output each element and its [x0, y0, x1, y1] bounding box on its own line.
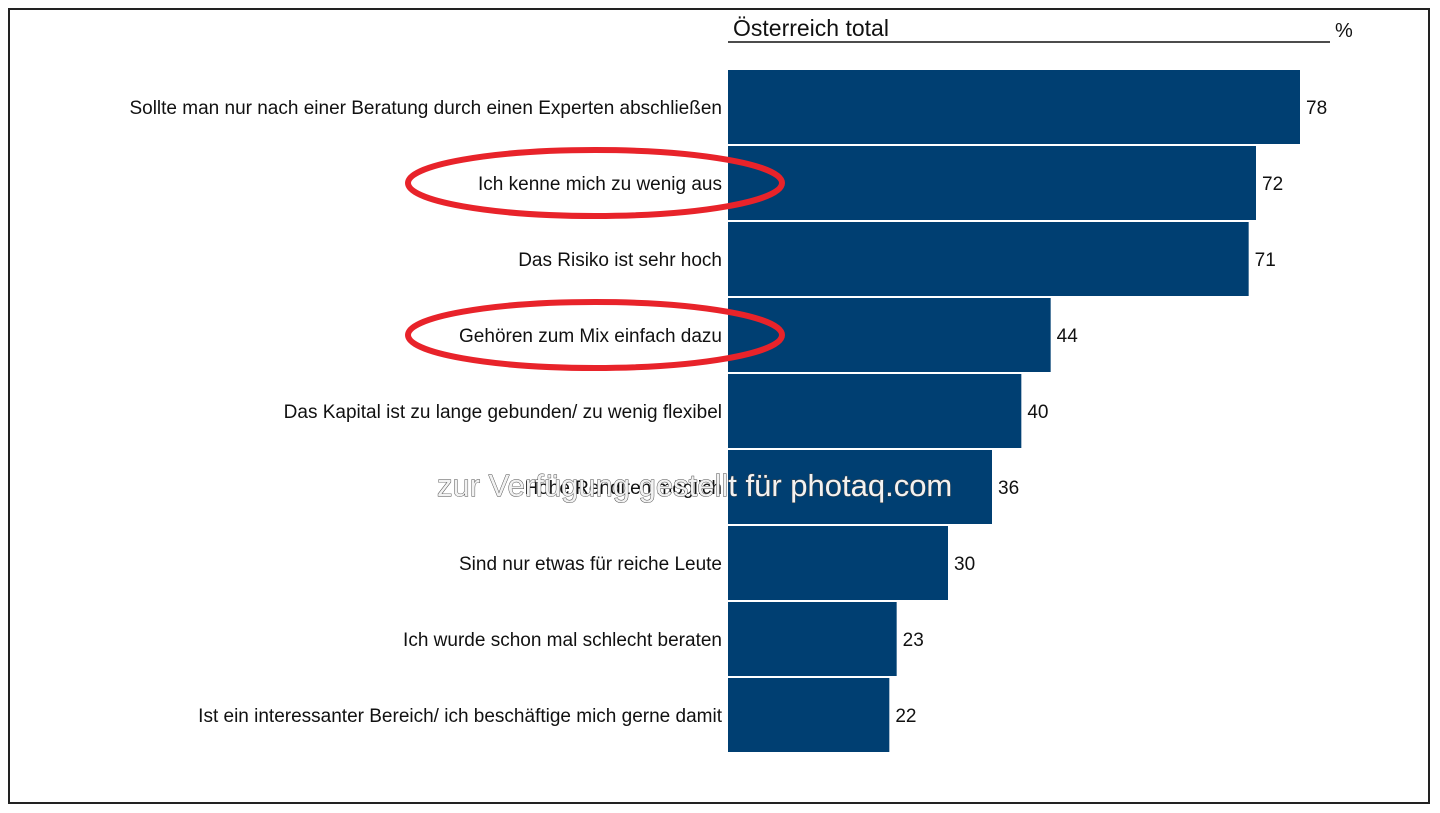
- bar-2: [728, 146, 1256, 220]
- value-label-6: 36: [998, 478, 1019, 499]
- value-label-7: 30: [954, 554, 975, 575]
- category-label-8: Ich wurde schon mal schlecht beraten: [403, 630, 722, 651]
- category-label-6: Hohe Renditen möglich: [524, 478, 722, 499]
- bar-3: [728, 222, 1249, 296]
- bars: [728, 70, 1300, 752]
- value-label-8: 23: [903, 630, 924, 651]
- bar-9: [728, 678, 890, 752]
- value-label-5: 40: [1027, 402, 1048, 423]
- bar-4: [728, 298, 1051, 372]
- category-label-2: Ich kenne mich zu wenig aus: [478, 174, 722, 195]
- bar-1: [728, 70, 1300, 144]
- bar-8: [728, 602, 897, 676]
- value-label-4: 44: [1057, 326, 1079, 347]
- unit-label: %: [1335, 20, 1353, 42]
- value-label-1: 78: [1306, 98, 1327, 119]
- value-labels: 78 72 71 44 40 36 30 23 22: [895, 98, 1327, 727]
- bar-6: [728, 450, 992, 524]
- category-label-1: Sollte man nur nach einer Beratung durch…: [129, 98, 722, 119]
- highlight-ellipse-1: [405, 147, 785, 219]
- bar-7: [728, 526, 948, 600]
- category-label-5: Das Kapital ist zu lange gebunden/ zu we…: [284, 402, 722, 423]
- highlight-ellipses: [405, 147, 785, 371]
- category-label-3: Das Risiko ist sehr hoch: [518, 250, 722, 271]
- value-label-9: 22: [895, 706, 916, 727]
- category-label-9: Ist ein interessanter Bereich/ ich besch…: [198, 706, 723, 727]
- watermark: zur Verfügung gestellt für photaq.com: [437, 468, 952, 503]
- value-label-2: 72: [1262, 174, 1283, 195]
- category-labels: Sollte man nur nach einer Beratung durch…: [129, 98, 722, 727]
- chart-title: Österreich total: [733, 15, 889, 41]
- value-label-3: 71: [1255, 250, 1276, 271]
- highlight-ellipse-2: [405, 299, 785, 371]
- category-label-4: Gehören zum Mix einfach dazu: [459, 326, 722, 347]
- bar-5: [728, 374, 1022, 448]
- category-label-7: Sind nur etwas für reiche Leute: [459, 554, 722, 575]
